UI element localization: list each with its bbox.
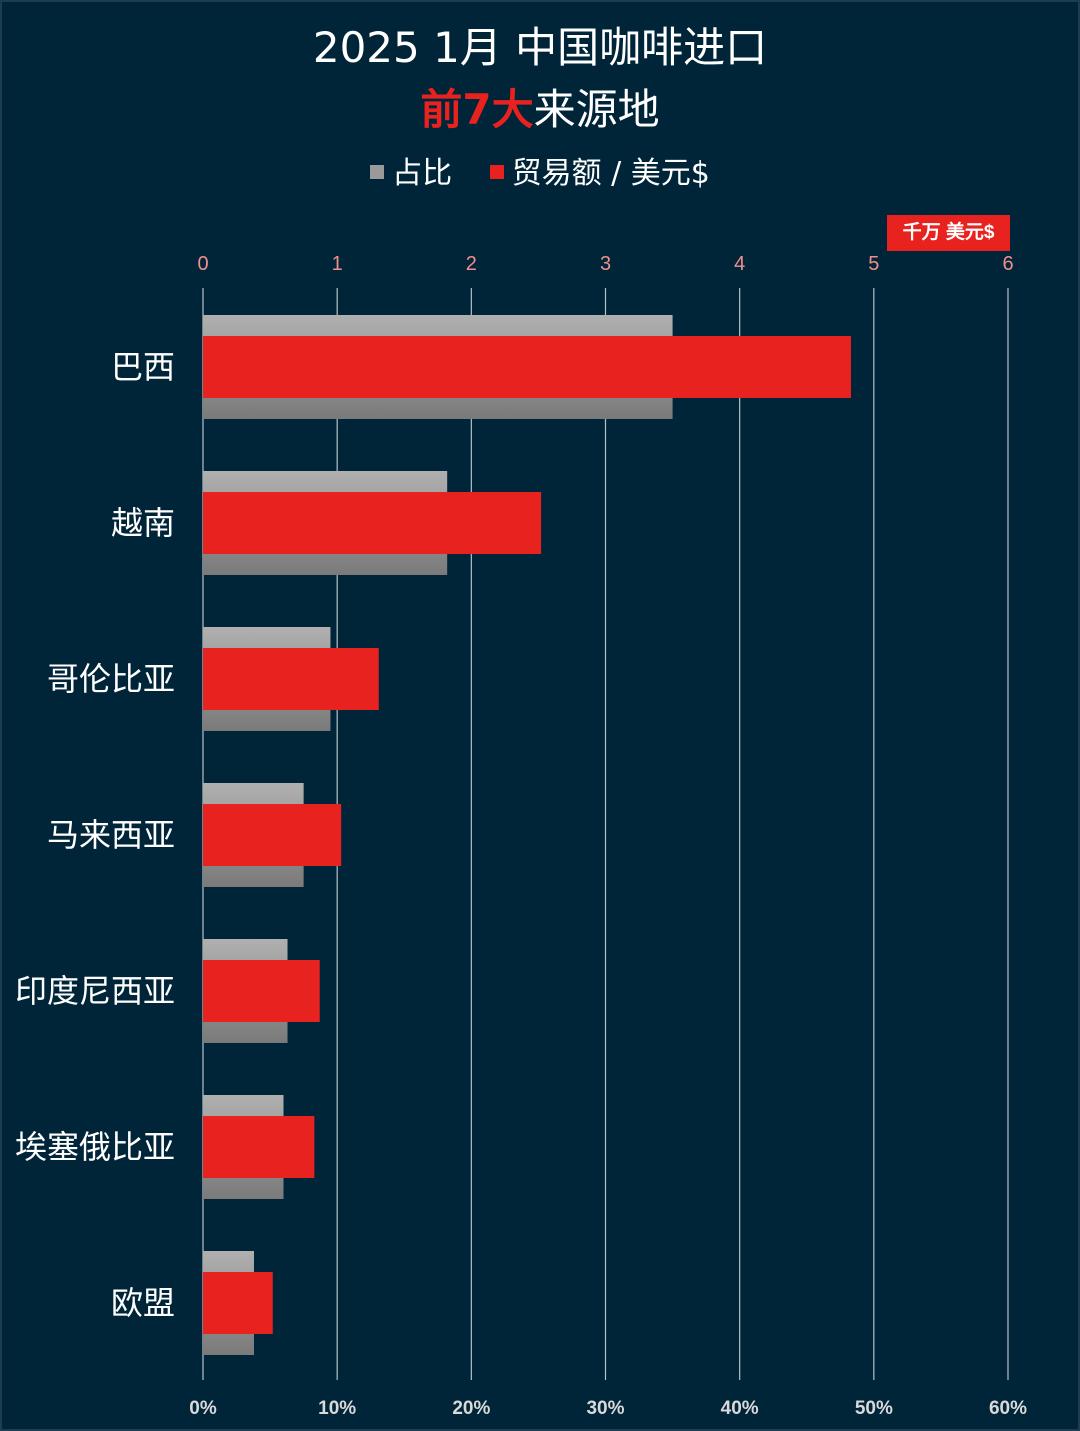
top-tick-label: 5 xyxy=(868,253,879,275)
trade-bar xyxy=(203,804,342,866)
top-tick-label: 6 xyxy=(1002,253,1013,275)
trade-bar xyxy=(203,1272,273,1334)
bottom-tick-label: 30% xyxy=(586,1398,624,1419)
chart-legend: 占比 贸易额 / 美元$ xyxy=(2,154,1078,194)
chart-subtitle: 前7大来源地 xyxy=(2,86,1078,134)
trade-bar xyxy=(203,1116,315,1178)
legend-swatch-share xyxy=(370,164,385,179)
category-label: 马来西亚 xyxy=(47,816,175,854)
top-tick-label: 2 xyxy=(466,253,477,275)
category-label: 越南 xyxy=(111,504,175,542)
top-tick-label: 0 xyxy=(197,253,208,275)
top-tick-label: 3 xyxy=(600,253,611,275)
legend-label-trade: 贸易额 / 美元$ xyxy=(511,156,710,191)
category-label: 欧盟 xyxy=(111,1284,175,1322)
axis-labels: 0 1 2 3 4 5 60% 10% 20% 30% 40% 50% 60%巴西越南哥伦比亚马来西亚印… xyxy=(15,253,1027,1419)
bottom-tick-label: 50% xyxy=(855,1398,893,1419)
unit-badge: 千万 美元$ xyxy=(887,215,1010,251)
bottom-tick-label: 0% xyxy=(189,1398,217,1419)
category-label: 印度尼西亚 xyxy=(15,972,175,1010)
trade-bar xyxy=(203,336,852,398)
bars xyxy=(203,315,852,1355)
top-tick-label: 4 xyxy=(734,253,745,275)
category-label: 埃塞俄比亚 xyxy=(15,1128,175,1166)
chart-title: 2025 1月 中国咖啡进口 xyxy=(312,23,768,72)
legend-item-share: 占比 xyxy=(370,154,452,194)
legend-swatch-trade xyxy=(489,164,504,179)
legend-label-share: 占比 xyxy=(392,156,453,191)
category-label: 哥伦比亚 xyxy=(47,660,175,698)
trade-bar xyxy=(203,648,379,710)
legend-item-trade: 贸易额 / 美元$ xyxy=(489,154,710,194)
top-tick-label: 1 xyxy=(332,253,343,275)
subtitle-rest: 来源地 xyxy=(533,85,660,134)
bottom-tick-label: 60% xyxy=(989,1398,1027,1419)
trade-bar xyxy=(203,492,542,554)
bottom-tick-label: 40% xyxy=(721,1398,759,1419)
category-label: 巴西 xyxy=(111,348,175,386)
trade-bar xyxy=(203,960,320,1022)
bottom-tick-label: 20% xyxy=(452,1398,490,1419)
subtitle-highlight: 前7大 xyxy=(420,85,534,134)
bottom-tick-label: 10% xyxy=(318,1398,356,1419)
